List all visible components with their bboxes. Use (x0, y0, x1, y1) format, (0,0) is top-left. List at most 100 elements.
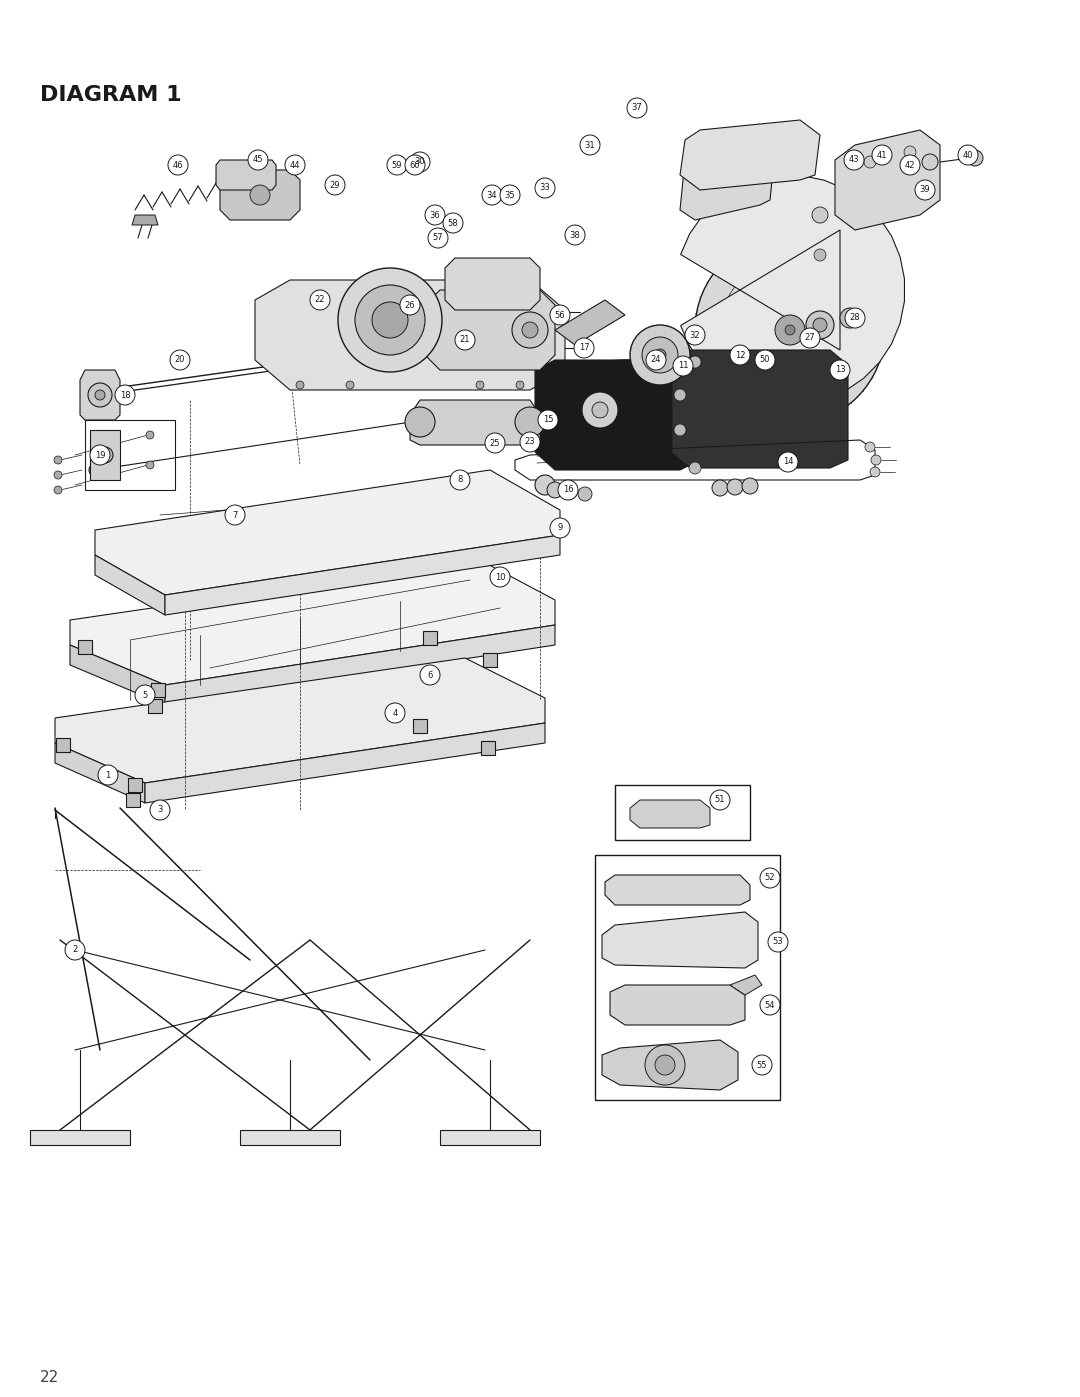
Circle shape (405, 407, 435, 437)
Polygon shape (30, 1130, 130, 1146)
Circle shape (864, 156, 876, 168)
Text: 36: 36 (430, 211, 441, 219)
Text: 32: 32 (690, 331, 700, 339)
Text: 12: 12 (734, 351, 745, 359)
Circle shape (95, 390, 105, 400)
Circle shape (727, 479, 743, 495)
Circle shape (550, 305, 570, 326)
Text: 22: 22 (314, 296, 325, 305)
Text: 24: 24 (651, 355, 661, 365)
Text: 50: 50 (759, 355, 770, 365)
Circle shape (563, 485, 577, 499)
Circle shape (922, 154, 939, 170)
Circle shape (582, 393, 618, 427)
Circle shape (98, 766, 118, 785)
Text: 3: 3 (158, 806, 163, 814)
Text: 33: 33 (540, 183, 551, 193)
Circle shape (550, 518, 570, 538)
Circle shape (515, 407, 545, 437)
Text: 21: 21 (460, 335, 470, 345)
Text: 44: 44 (289, 161, 300, 169)
Circle shape (146, 432, 154, 439)
Circle shape (522, 321, 538, 338)
Circle shape (845, 307, 865, 328)
Circle shape (338, 268, 442, 372)
Polygon shape (165, 535, 561, 615)
Polygon shape (55, 658, 545, 782)
Text: 39: 39 (920, 186, 930, 194)
Circle shape (645, 1045, 685, 1085)
Text: 17: 17 (579, 344, 590, 352)
Circle shape (831, 360, 850, 380)
Circle shape (500, 184, 519, 205)
Circle shape (642, 337, 678, 373)
Text: 23: 23 (525, 437, 536, 447)
Circle shape (654, 1055, 675, 1076)
Bar (483, 652, 497, 666)
Bar (413, 719, 427, 733)
Polygon shape (220, 170, 300, 219)
Bar (126, 793, 140, 807)
Circle shape (760, 868, 780, 888)
Circle shape (813, 319, 827, 332)
Polygon shape (240, 1130, 340, 1146)
Circle shape (90, 446, 110, 465)
Text: 27: 27 (805, 334, 815, 342)
Circle shape (346, 381, 354, 388)
Circle shape (89, 464, 102, 476)
Text: DIAGRAM 1: DIAGRAM 1 (40, 85, 181, 105)
Circle shape (114, 386, 135, 405)
Circle shape (355, 285, 426, 355)
Polygon shape (70, 560, 555, 685)
Circle shape (225, 504, 245, 525)
Circle shape (420, 665, 440, 685)
Polygon shape (426, 291, 555, 370)
Circle shape (558, 481, 578, 500)
Circle shape (814, 249, 826, 261)
Circle shape (592, 402, 608, 418)
Text: 22: 22 (40, 1370, 59, 1384)
Circle shape (310, 291, 330, 310)
Text: 8: 8 (457, 475, 462, 485)
Text: 41: 41 (877, 151, 888, 159)
Circle shape (870, 467, 880, 476)
Text: 51: 51 (715, 795, 726, 805)
Circle shape (565, 225, 585, 244)
Text: 56: 56 (555, 310, 565, 320)
Circle shape (768, 932, 788, 951)
Circle shape (426, 205, 445, 225)
Text: 26: 26 (405, 300, 416, 310)
Circle shape (476, 381, 484, 388)
Polygon shape (672, 351, 848, 468)
Polygon shape (70, 645, 165, 705)
Circle shape (673, 356, 693, 376)
Text: 30: 30 (415, 158, 426, 166)
Bar (56, 738, 70, 752)
Text: 57: 57 (433, 233, 443, 243)
Circle shape (967, 149, 983, 166)
Polygon shape (440, 1130, 540, 1146)
Circle shape (428, 228, 448, 249)
Bar (615, 785, 750, 840)
Circle shape (150, 800, 170, 820)
Polygon shape (90, 430, 120, 481)
Circle shape (249, 184, 270, 205)
Circle shape (775, 314, 805, 345)
Text: 58: 58 (448, 218, 458, 228)
Text: 1: 1 (106, 771, 110, 780)
Circle shape (812, 207, 828, 224)
Circle shape (865, 441, 875, 453)
Polygon shape (602, 912, 758, 968)
Circle shape (455, 330, 475, 351)
Circle shape (285, 155, 305, 175)
Circle shape (730, 345, 750, 365)
Circle shape (387, 155, 407, 175)
Bar (423, 631, 437, 645)
Text: 34: 34 (487, 190, 497, 200)
Text: 11: 11 (678, 362, 688, 370)
Polygon shape (630, 800, 710, 828)
Polygon shape (680, 140, 775, 219)
Circle shape (248, 149, 268, 170)
Circle shape (482, 184, 502, 205)
Circle shape (450, 469, 470, 490)
